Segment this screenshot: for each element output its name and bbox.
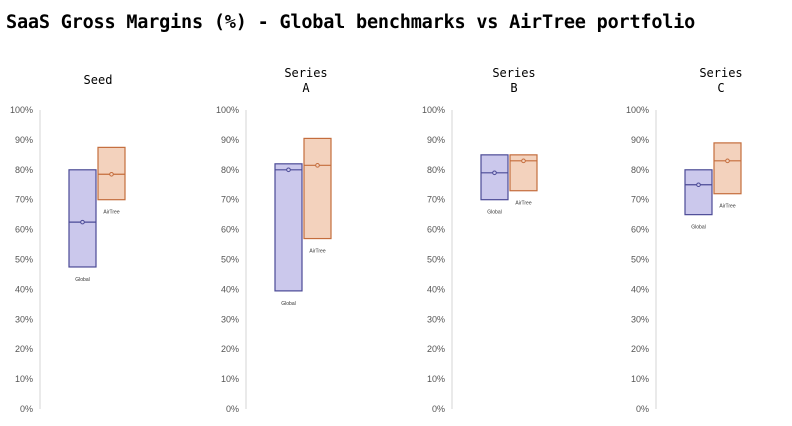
y-tick-label-1-2: 20% [15, 344, 33, 354]
chart-title: SaaS Gross Margins (%) - Global benchmar… [6, 12, 696, 33]
box-2-global [274, 163, 303, 292]
y-tick-label-4-5: 50% [631, 255, 649, 265]
y-tick-label-1-5: 50% [15, 255, 33, 265]
y-tick-label-2-10: 100% [216, 105, 239, 115]
panel-title-3-line-2: B [510, 81, 517, 95]
y-tick-label-3-10: 100% [422, 105, 445, 115]
y-tick-label-4-9: 90% [631, 135, 649, 145]
y-tick-label-2-1: 10% [221, 374, 239, 384]
y-tick-label-1-8: 80% [15, 165, 33, 175]
box-4-airtree [713, 142, 742, 195]
y-tick-label-4-7: 70% [631, 195, 649, 205]
y-tick-label-2-7: 70% [221, 195, 239, 205]
y-tick-label-4-0: 0% [636, 404, 649, 414]
box-3-global [480, 154, 509, 201]
y-tick-label-4-4: 40% [631, 284, 649, 294]
y-tick-label-1-9: 90% [15, 135, 33, 145]
panel-title-4-line-2: C [717, 81, 724, 95]
box-1-global [68, 169, 97, 268]
y-tick-label-1-0: 0% [20, 404, 33, 414]
y-tick-label-3-7: 70% [427, 195, 445, 205]
y-tick-label-4-2: 20% [631, 344, 649, 354]
y-tick-label-2-5: 50% [221, 255, 239, 265]
y-tick-label-1-3: 30% [15, 314, 33, 324]
y-tick-label-3-8: 80% [427, 165, 445, 175]
panel-title-2-line-2: A [302, 81, 310, 95]
y-tick-label-3-2: 20% [427, 344, 445, 354]
y-tick-label-3-9: 90% [427, 135, 445, 145]
y-tick-label-2-3: 30% [221, 314, 239, 324]
y-tick-label-1-1: 10% [15, 374, 33, 384]
y-tick-label-2-8: 80% [221, 165, 239, 175]
median-marker-3-airtree [521, 158, 526, 164]
median-marker-4-global [696, 182, 701, 188]
series-label-4-airtree: AirTree [719, 204, 735, 210]
y-tick-label-4-6: 60% [631, 225, 649, 235]
y-tick-label-1-7: 70% [15, 195, 33, 205]
y-tick-label-3-1: 10% [427, 374, 445, 384]
series-label-3-airtree: AirTree [515, 201, 531, 207]
series-label-2-airtree: AirTree [309, 249, 325, 255]
panel-title-4-line-1: Series [699, 66, 742, 80]
box-4-global [684, 169, 713, 216]
median-marker-2-airtree [315, 163, 320, 168]
y-tick-label-2-6: 60% [221, 225, 239, 235]
panel-title-1-line-1: Seed [84, 73, 113, 87]
y-tick-label-4-10: 100% [626, 105, 649, 115]
y-tick-label-4-3: 30% [631, 314, 649, 324]
y-tick-label-3-4: 40% [427, 284, 445, 294]
y-tick-label-3-0: 0% [432, 404, 445, 414]
y-tick-label-2-0: 0% [226, 404, 239, 414]
y-tick-label-1-10: 100% [10, 105, 33, 115]
y-tick-label-1-6: 60% [15, 225, 33, 235]
box-2-airtree [303, 137, 332, 240]
y-tick-label-3-3: 30% [427, 314, 445, 324]
y-tick-label-2-2: 20% [221, 344, 239, 354]
series-label-2-global: Global [281, 301, 295, 307]
median-marker-1-global [80, 219, 85, 225]
panel-title-3-line-1: Series [492, 66, 535, 80]
series-label-1-airtree: AirTree [103, 210, 119, 216]
y-tick-label-3-6: 60% [427, 225, 445, 235]
y-tick-label-2-9: 90% [221, 135, 239, 145]
y-tick-label-2-4: 40% [221, 284, 239, 294]
y-tick-label-4-1: 10% [631, 374, 649, 384]
series-label-4-global: Global [691, 225, 705, 231]
panel-title-2-line-1: Series [284, 66, 327, 80]
median-marker-3-global [492, 170, 497, 176]
median-marker-4-airtree [725, 158, 730, 164]
y-tick-label-1-4: 40% [15, 284, 33, 294]
y-tick-label-3-5: 50% [427, 255, 445, 265]
median-marker-2-global [286, 167, 291, 173]
series-label-1-global: Global [75, 277, 89, 283]
series-label-3-global: Global [487, 210, 501, 216]
median-marker-1-airtree [109, 171, 114, 177]
y-tick-label-4-8: 80% [631, 165, 649, 175]
